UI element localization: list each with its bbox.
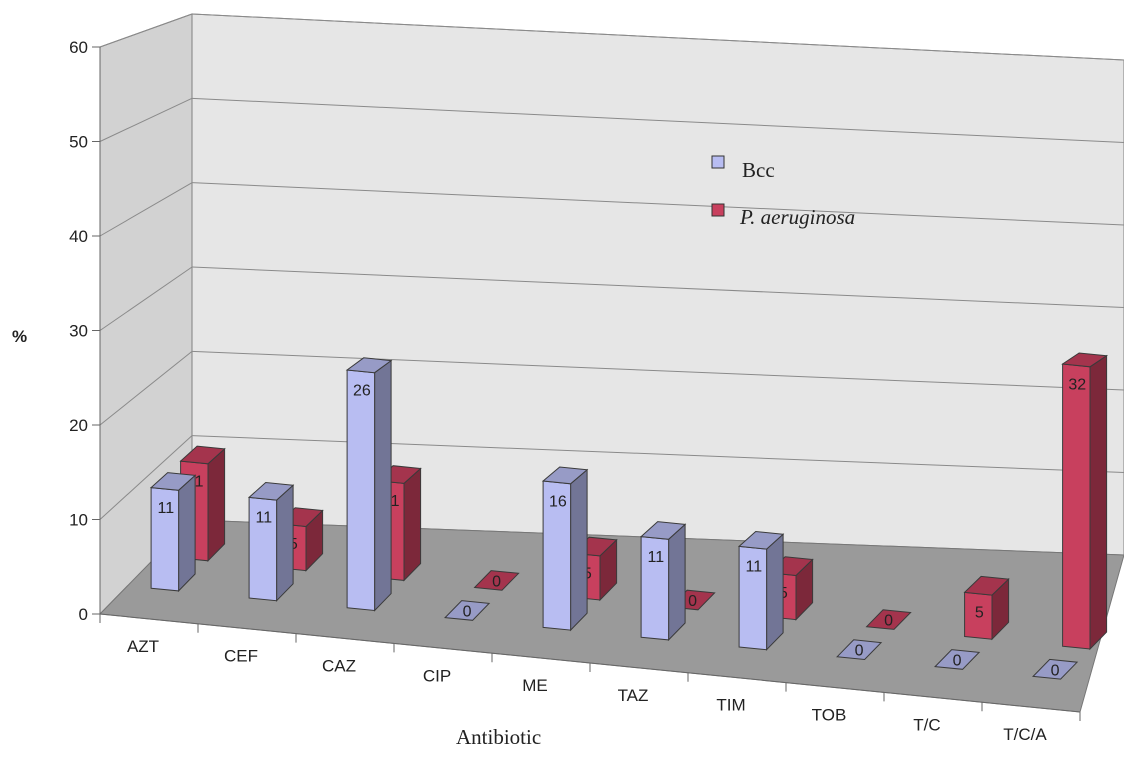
bar-p-aeruginosa <box>473 570 520 591</box>
x-tick-label: T/C <box>913 715 940 734</box>
y-tick-label: 0 <box>79 605 88 624</box>
bar-value-label: 11 <box>648 549 665 566</box>
bar-bcc <box>1032 658 1079 680</box>
x-tick-label: TAZ <box>618 686 649 705</box>
legend-label-bcc: Bcc <box>742 158 775 182</box>
y-axis: 0 10 20 30 40 50 60 <box>69 38 101 624</box>
y-tick-label: 10 <box>69 511 88 530</box>
gridline <box>191 350 1124 391</box>
bar-bcc <box>149 472 197 593</box>
bars: 11511050505321111260161111000 <box>149 352 1109 680</box>
bar-p-aeruginosa <box>1061 352 1109 651</box>
bar-value-label: 0 <box>855 643 864 660</box>
x-tick-label: TIM <box>716 696 745 715</box>
bar-bcc <box>345 357 393 612</box>
bar-value-label: 0 <box>1051 662 1060 679</box>
legend-swatch-p-aeruginosa <box>711 203 725 217</box>
bar-bcc <box>934 649 981 670</box>
gridline <box>99 350 193 426</box>
legend: Bcc P. aeruginosa <box>711 155 855 229</box>
bar-bcc <box>836 639 883 661</box>
gridline <box>191 13 1124 61</box>
x-tick-label: T/C/A <box>1003 725 1047 744</box>
x-axis-title: Antibiotic <box>456 725 541 749</box>
bar-value-label: 0 <box>492 573 501 590</box>
x-tick-label: CIP <box>423 666 451 685</box>
gridline <box>99 266 193 331</box>
bar-value-label: 11 <box>746 559 763 576</box>
y-tick-label: 60 <box>69 38 88 57</box>
y-tick-label: 20 <box>69 416 88 435</box>
x-tick-label: TOB <box>812 706 847 725</box>
bar-value-label: 11 <box>158 500 175 517</box>
chart-back-wall <box>191 13 1124 556</box>
bar-p-aeruginosa <box>963 575 1010 641</box>
bar-value-label: 0 <box>884 613 893 630</box>
bar-value-label: 0 <box>688 593 697 610</box>
gridline <box>99 13 193 48</box>
gridline <box>99 435 193 520</box>
bar-value-label: 16 <box>549 493 567 510</box>
legend-swatch-bcc <box>711 155 725 169</box>
y-tick-label: 50 <box>69 133 88 152</box>
y-tick-label: 40 <box>69 227 88 246</box>
x-tick-label: CAZ <box>322 657 356 676</box>
x-tick-label: AZT <box>127 637 159 656</box>
y-axis-title: % <box>12 327 27 346</box>
bar-value-label: 0 <box>953 652 962 669</box>
bar-value-label: 0 <box>463 603 472 620</box>
gridline <box>191 266 1124 308</box>
x-axis: AZT CEF CAZ CIP ME TAZ TIM TOB T/C T/C/A <box>99 613 1081 744</box>
gridline <box>191 97 1124 143</box>
gridline <box>99 182 193 237</box>
bar-bcc <box>639 521 687 642</box>
gridlines <box>99 13 1124 520</box>
gridline <box>191 182 1124 226</box>
x-tick-label: CEF <box>224 647 258 666</box>
bar-p-aeruginosa <box>865 609 912 630</box>
y-tick-label: 30 <box>69 322 88 341</box>
bar-value-label: 5 <box>975 605 984 622</box>
bar-bcc <box>541 466 589 632</box>
bar-bcc <box>444 600 491 621</box>
bar-bcc <box>737 530 785 651</box>
x-tick-label: ME <box>522 676 548 695</box>
bar-value-label: 26 <box>353 382 371 399</box>
bar-value-label: 11 <box>256 510 273 527</box>
bar-value-label: 32 <box>1068 376 1086 393</box>
legend-label-p-aeruginosa: P. aeruginosa <box>739 205 855 229</box>
gridline <box>99 97 193 142</box>
bar-bcc <box>247 481 295 602</box>
